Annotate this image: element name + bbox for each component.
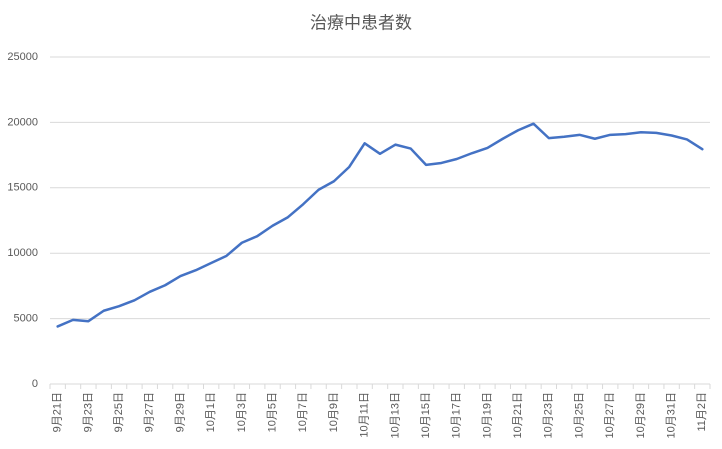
x-tick-label: 10月5日 (266, 392, 278, 432)
y-tick-label: 0 (32, 378, 38, 390)
y-tick-label: 10000 (7, 247, 38, 259)
line-series (56, 122, 704, 328)
x-tick-label: 9月23日 (82, 392, 94, 432)
x-tick-label: 10月19日 (481, 392, 493, 438)
chart-title: 治療中患者数 (310, 13, 412, 32)
y-tick-label: 25000 (7, 51, 38, 63)
x-tick-label: 9月27日 (144, 392, 156, 432)
x-tick-label: 10月29日 (635, 392, 647, 438)
y-tick-label: 15000 (7, 182, 38, 194)
x-tick-label: 10月23日 (543, 392, 555, 438)
x-tick-label: 10月11日 (359, 392, 371, 438)
x-tick-label: 10月3日 (236, 392, 248, 432)
y-tick-label: 20000 (7, 116, 38, 128)
x-tick-label: 10月25日 (573, 392, 585, 438)
x-tick-label: 10月7日 (297, 392, 309, 432)
x-tick-label: 10月21日 (512, 392, 524, 438)
x-tick-label: 9月25日 (113, 392, 125, 432)
x-tick-label: 10月13日 (389, 392, 401, 438)
x-tick-label: 10月15日 (420, 392, 432, 438)
x-tick-label: 10月9日 (328, 392, 340, 432)
x-tick-label: 10月31日 (666, 392, 678, 438)
x-tick-label: 10月1日 (205, 392, 217, 432)
x-tick-label: 10月17日 (451, 392, 463, 438)
x-tick-label: 9月29日 (174, 392, 186, 432)
x-tick-label: 9月21日 (52, 392, 64, 432)
x-tick-label: 10月27日 (604, 392, 616, 438)
x-tick-label: 11月2日 (696, 392, 708, 432)
y-tick-label: 5000 (14, 313, 38, 325)
